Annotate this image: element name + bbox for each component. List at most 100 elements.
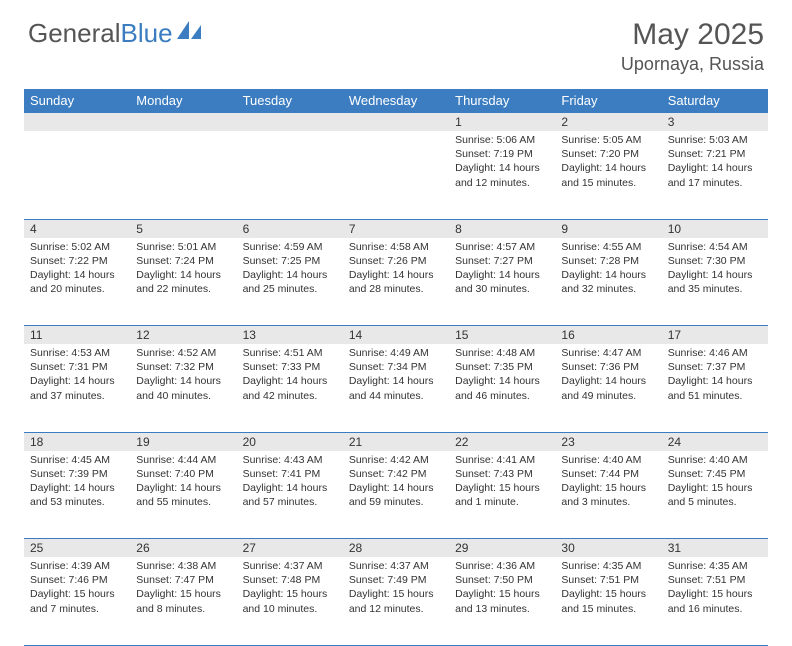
- day-cell: Sunrise: 4:46 AMSunset: 7:37 PMDaylight:…: [662, 344, 768, 432]
- day-cell-body: Sunrise: 4:43 AMSunset: 7:41 PMDaylight:…: [237, 451, 343, 514]
- day-cell-body: Sunrise: 4:48 AMSunset: 7:35 PMDaylight:…: [449, 344, 555, 407]
- day-number: 27: [237, 539, 343, 557]
- month-title: May 2025: [621, 18, 764, 52]
- sunset-line: Sunset: 7:20 PM: [561, 147, 655, 161]
- day-cell: Sunrise: 4:40 AMSunset: 7:45 PMDaylight:…: [662, 451, 768, 539]
- daynum-cell: 13: [237, 326, 343, 345]
- sunset-line: Sunset: 7:33 PM: [243, 360, 337, 374]
- sunrise-line: Sunrise: 4:41 AM: [455, 453, 549, 467]
- sunrise-line: Sunrise: 5:06 AM: [455, 133, 549, 147]
- day-cell: Sunrise: 4:41 AMSunset: 7:43 PMDaylight:…: [449, 451, 555, 539]
- day-cell-body: Sunrise: 4:45 AMSunset: 7:39 PMDaylight:…: [24, 451, 130, 514]
- sunset-line: Sunset: 7:39 PM: [30, 467, 124, 481]
- daynum-cell: 16: [555, 326, 661, 345]
- day-number: 17: [662, 326, 768, 344]
- daylight-line: Daylight: 14 hours and 55 minutes.: [136, 481, 230, 509]
- sunrise-line: Sunrise: 4:53 AM: [30, 346, 124, 360]
- week-row: Sunrise: 5:06 AMSunset: 7:19 PMDaylight:…: [24, 131, 768, 219]
- sunrise-line: Sunrise: 4:49 AM: [349, 346, 443, 360]
- day-number: 1: [449, 113, 555, 131]
- daylight-line: Daylight: 14 hours and 59 minutes.: [349, 481, 443, 509]
- sunrise-line: Sunrise: 4:51 AM: [243, 346, 337, 360]
- sunset-line: Sunset: 7:24 PM: [136, 254, 230, 268]
- sunset-line: Sunset: 7:41 PM: [243, 467, 337, 481]
- sunrise-line: Sunrise: 4:43 AM: [243, 453, 337, 467]
- sunrise-line: Sunrise: 4:35 AM: [561, 559, 655, 573]
- daylight-line: Daylight: 14 hours and 46 minutes.: [455, 374, 549, 402]
- daynum-cell: 9: [555, 219, 661, 238]
- daynum-cell: [237, 113, 343, 132]
- day-number: 18: [24, 433, 130, 451]
- daylight-line: Daylight: 15 hours and 8 minutes.: [136, 587, 230, 615]
- daylight-line: Daylight: 15 hours and 12 minutes.: [349, 587, 443, 615]
- daylight-line: Daylight: 15 hours and 15 minutes.: [561, 587, 655, 615]
- sunrise-line: Sunrise: 4:44 AM: [136, 453, 230, 467]
- daynum-row: 123: [24, 113, 768, 132]
- brand-logo: GeneralBlue: [28, 18, 203, 49]
- sunset-line: Sunset: 7:37 PM: [668, 360, 762, 374]
- day-cell: Sunrise: 4:55 AMSunset: 7:28 PMDaylight:…: [555, 238, 661, 326]
- day-number: 19: [130, 433, 236, 451]
- day-cell-body: Sunrise: 4:39 AMSunset: 7:46 PMDaylight:…: [24, 557, 130, 620]
- daylight-line: Daylight: 14 hours and 42 minutes.: [243, 374, 337, 402]
- daynum-row: 18192021222324: [24, 432, 768, 451]
- daylight-line: Daylight: 14 hours and 49 minutes.: [561, 374, 655, 402]
- daynum-cell: 22: [449, 432, 555, 451]
- day-cell: Sunrise: 4:48 AMSunset: 7:35 PMDaylight:…: [449, 344, 555, 432]
- sunset-line: Sunset: 7:47 PM: [136, 573, 230, 587]
- day-cell: Sunrise: 4:39 AMSunset: 7:46 PMDaylight:…: [24, 557, 130, 645]
- day-cell: Sunrise: 4:42 AMSunset: 7:42 PMDaylight:…: [343, 451, 449, 539]
- weekday-header-row: Sunday Monday Tuesday Wednesday Thursday…: [24, 89, 768, 113]
- daynum-cell: 25: [24, 539, 130, 558]
- daynum-cell: 31: [662, 539, 768, 558]
- day-cell: Sunrise: 4:37 AMSunset: 7:48 PMDaylight:…: [237, 557, 343, 645]
- day-cell: Sunrise: 4:45 AMSunset: 7:39 PMDaylight:…: [24, 451, 130, 539]
- day-cell-body: Sunrise: 4:51 AMSunset: 7:33 PMDaylight:…: [237, 344, 343, 407]
- day-cell-body: Sunrise: 4:46 AMSunset: 7:37 PMDaylight:…: [662, 344, 768, 407]
- sunset-line: Sunset: 7:50 PM: [455, 573, 549, 587]
- day-cell: Sunrise: 4:47 AMSunset: 7:36 PMDaylight:…: [555, 344, 661, 432]
- sunrise-line: Sunrise: 5:01 AM: [136, 240, 230, 254]
- sunrise-line: Sunrise: 4:37 AM: [243, 559, 337, 573]
- daylight-line: Daylight: 14 hours and 35 minutes.: [668, 268, 762, 296]
- sunrise-line: Sunrise: 5:03 AM: [668, 133, 762, 147]
- day-cell-body: Sunrise: 4:53 AMSunset: 7:31 PMDaylight:…: [24, 344, 130, 407]
- day-cell: [237, 131, 343, 219]
- sunset-line: Sunset: 7:51 PM: [668, 573, 762, 587]
- day-cell: Sunrise: 5:02 AMSunset: 7:22 PMDaylight:…: [24, 238, 130, 326]
- day-cell-body: Sunrise: 4:37 AMSunset: 7:49 PMDaylight:…: [343, 557, 449, 620]
- day-cell-body: Sunrise: 4:40 AMSunset: 7:45 PMDaylight:…: [662, 451, 768, 514]
- day-number: 8: [449, 220, 555, 238]
- day-cell-body: Sunrise: 4:55 AMSunset: 7:28 PMDaylight:…: [555, 238, 661, 301]
- sunset-line: Sunset: 7:25 PM: [243, 254, 337, 268]
- daynum-cell: 12: [130, 326, 236, 345]
- day-cell: Sunrise: 4:54 AMSunset: 7:30 PMDaylight:…: [662, 238, 768, 326]
- day-number: 22: [449, 433, 555, 451]
- sunrise-line: Sunrise: 4:42 AM: [349, 453, 443, 467]
- sunset-line: Sunset: 7:36 PM: [561, 360, 655, 374]
- sunset-line: Sunset: 7:34 PM: [349, 360, 443, 374]
- sunrise-line: Sunrise: 4:57 AM: [455, 240, 549, 254]
- sunset-line: Sunset: 7:49 PM: [349, 573, 443, 587]
- day-number: 16: [555, 326, 661, 344]
- daynum-cell: 20: [237, 432, 343, 451]
- sunset-line: Sunset: 7:30 PM: [668, 254, 762, 268]
- day-cell-body: Sunrise: 5:06 AMSunset: 7:19 PMDaylight:…: [449, 131, 555, 194]
- day-number: 10: [662, 220, 768, 238]
- sunrise-line: Sunrise: 4:54 AM: [668, 240, 762, 254]
- weekday-header: Tuesday: [237, 89, 343, 113]
- daylight-line: Daylight: 15 hours and 13 minutes.: [455, 587, 549, 615]
- day-cell-body: Sunrise: 4:42 AMSunset: 7:42 PMDaylight:…: [343, 451, 449, 514]
- week-row: Sunrise: 4:45 AMSunset: 7:39 PMDaylight:…: [24, 451, 768, 539]
- sunset-line: Sunset: 7:51 PM: [561, 573, 655, 587]
- sunset-line: Sunset: 7:43 PM: [455, 467, 549, 481]
- day-cell: [130, 131, 236, 219]
- day-number: 23: [555, 433, 661, 451]
- daylight-line: Daylight: 14 hours and 30 minutes.: [455, 268, 549, 296]
- daylight-line: Daylight: 15 hours and 5 minutes.: [668, 481, 762, 509]
- day-number: 21: [343, 433, 449, 451]
- sunrise-line: Sunrise: 4:40 AM: [561, 453, 655, 467]
- day-cell-body: Sunrise: 4:38 AMSunset: 7:47 PMDaylight:…: [130, 557, 236, 620]
- weekday-header: Thursday: [449, 89, 555, 113]
- day-cell: Sunrise: 5:01 AMSunset: 7:24 PMDaylight:…: [130, 238, 236, 326]
